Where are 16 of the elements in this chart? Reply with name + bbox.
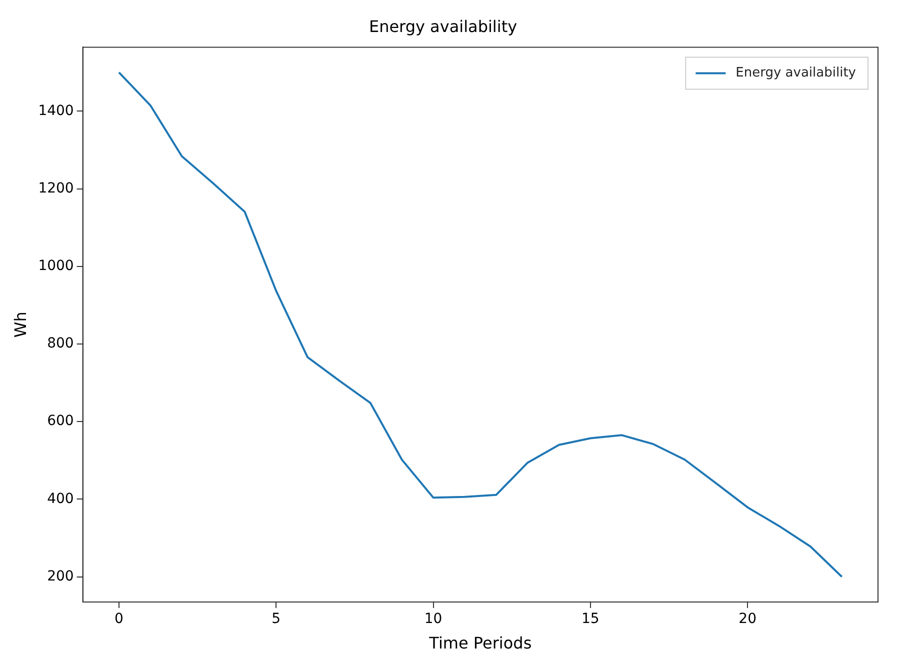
y-tick-label: 200	[47, 568, 74, 584]
y-tick-label: 1200	[38, 180, 74, 196]
y-tick-label: 400	[47, 490, 74, 507]
y-axis-title: Wh	[10, 312, 30, 338]
legend-label: Energy availability	[736, 66, 856, 81]
y-tick-label: 800	[47, 336, 74, 352]
x-tick-label: 10	[424, 611, 442, 628]
x-tick-label: 0	[114, 611, 124, 628]
x-tick-label: 20	[738, 611, 756, 628]
y-tick-label: 1400	[38, 102, 74, 119]
y-tick-label: 600	[47, 413, 74, 430]
x-axis-title: Time Periods	[428, 634, 532, 653]
y-tick-label: 1000	[38, 258, 74, 274]
x-tick-label: 15	[582, 611, 600, 628]
x-tick-label: 5	[272, 611, 281, 628]
chart-title: Energy availability	[368, 16, 518, 36]
